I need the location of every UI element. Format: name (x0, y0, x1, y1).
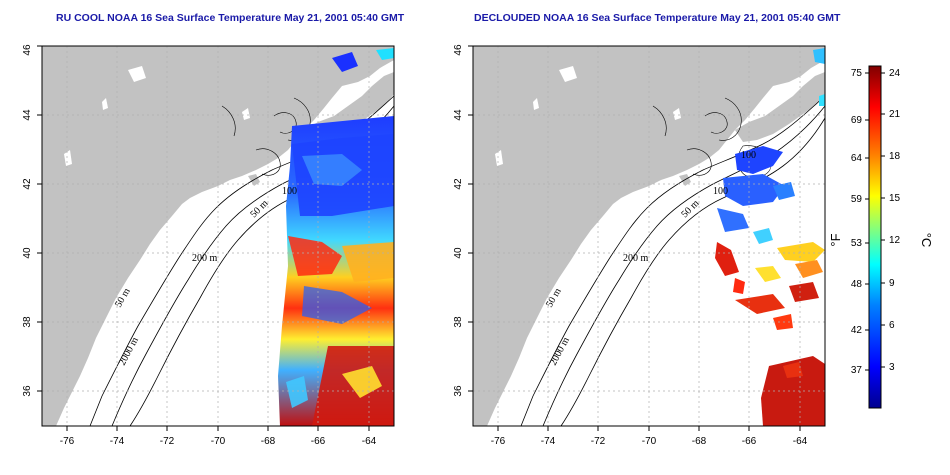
y-tick-label: 40 (453, 247, 464, 259)
y-tick-label: 38 (22, 316, 33, 328)
fahrenheit-tick-label: 75 (851, 68, 863, 79)
fahrenheit-tick-label: 64 (851, 153, 863, 164)
left-map-title: RU COOL NOAA 16 Sea Surface Temperature … (56, 12, 405, 24)
celsius-tick-label: 9 (889, 278, 895, 289)
y-tick-label: 42 (22, 178, 33, 190)
y-tick-label: 42 (453, 178, 464, 190)
left-x-axis: -76 -74 -72 -70 -68 -66 -64 (60, 426, 377, 447)
left-map: 50 m 200 m 50 m 2000 m 100 -76 -74 -72 -… (22, 44, 395, 447)
y-tick-label: 46 (22, 44, 33, 56)
right-y-axis: 36 38 40 42 44 46 (453, 44, 473, 397)
colorbar-fahrenheit-ticks: 75 69 64 59 53 48 42 37 (851, 68, 863, 376)
y-tick-label: 44 (453, 109, 464, 121)
celsius-tick-label: 21 (889, 109, 901, 120)
temperature-colorbar: 75 69 64 59 53 48 42 37 24 21 18 15 12 9… (828, 65, 934, 409)
fahrenheit-unit-label: °F (828, 233, 843, 246)
x-tick-label: -70 (211, 436, 226, 447)
left-sst-swath (278, 48, 394, 426)
fahrenheit-tick-label: 69 (851, 115, 863, 126)
y-tick-label: 40 (22, 247, 33, 259)
celsius-tick-label: 15 (889, 193, 901, 204)
x-tick-label: -72 (591, 436, 606, 447)
x-tick-label: -74 (110, 436, 125, 447)
contour-label: 200 m (623, 253, 649, 264)
contour-label: 100 (741, 150, 756, 161)
contour-label: 100 (713, 186, 728, 197)
y-tick-label: 36 (453, 385, 464, 397)
fahrenheit-tick-label: 53 (851, 238, 863, 249)
y-tick-label: 46 (453, 44, 464, 56)
x-tick-label: -70 (642, 436, 657, 447)
y-tick-label: 38 (453, 316, 464, 328)
right-map: 50 m 200 m 50 m 2000 m 100 100 -76 -74 -… (453, 44, 826, 447)
fahrenheit-tick-label: 59 (851, 194, 863, 205)
x-tick-label: -64 (793, 436, 808, 447)
x-tick-label: -76 (60, 436, 75, 447)
x-tick-label: -64 (362, 436, 377, 447)
y-tick-label: 44 (22, 109, 33, 121)
celsius-tick-label: 12 (889, 235, 901, 246)
x-tick-label: -74 (541, 436, 556, 447)
colorbar-gradient (868, 65, 882, 409)
y-tick-label: 36 (22, 385, 33, 397)
x-tick-label: -72 (160, 436, 175, 447)
x-tick-label: -68 (261, 436, 276, 447)
colorbar-celsius-ticks: 24 21 18 15 12 9 6 3 (889, 68, 901, 373)
celsius-tick-label: 6 (889, 320, 895, 331)
contour-label: 100 (282, 186, 297, 197)
x-tick-label: -66 (311, 436, 326, 447)
fahrenheit-tick-label: 37 (851, 365, 863, 376)
x-tick-label: -68 (692, 436, 707, 447)
celsius-unit-label: °C (919, 233, 934, 248)
celsius-tick-label: 18 (889, 151, 901, 162)
celsius-tick-label: 3 (889, 362, 895, 373)
right-sst-patches (715, 48, 825, 426)
x-tick-label: -76 (491, 436, 506, 447)
x-tick-label: -66 (742, 436, 757, 447)
fahrenheit-tick-label: 48 (851, 279, 863, 290)
right-x-axis: -76 -74 -72 -70 -68 -66 -64 (491, 426, 808, 447)
celsius-tick-label: 24 (889, 68, 901, 79)
contour-label: 200 m (192, 253, 218, 264)
left-y-axis: 36 38 40 42 44 46 (22, 44, 42, 397)
fahrenheit-tick-label: 42 (851, 325, 863, 336)
right-map-title: DECLOUDED NOAA 16 Sea Surface Temperatur… (474, 12, 841, 24)
